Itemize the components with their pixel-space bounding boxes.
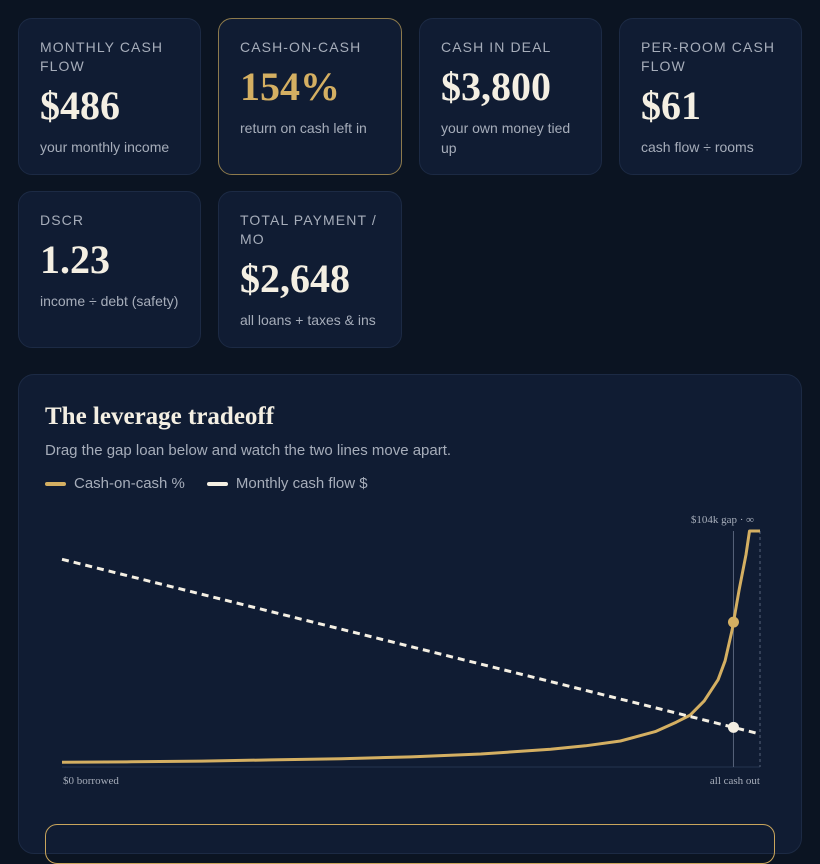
legend-swatch-gold bbox=[45, 481, 66, 486]
x-start-label: $0 borrowed bbox=[63, 775, 119, 787]
point-cash-on-cash-current[interactable] bbox=[727, 616, 739, 628]
leverage-chart[interactable]: $104k gap · ∞ $0 borrowed all cash out bbox=[19, 375, 801, 815]
metric-label: Total payment / mo bbox=[240, 212, 377, 247]
metric-label: Cash-on-cash bbox=[240, 39, 362, 55]
metric-sub: all loans + taxes & ins bbox=[240, 312, 376, 328]
metric-value: 154% bbox=[240, 64, 340, 109]
gap-loan-control[interactable] bbox=[45, 824, 775, 864]
metric-sub: return on cash left in bbox=[240, 120, 367, 136]
chart-legend: Cash-on-cash % Monthly cash flow $ bbox=[45, 475, 368, 492]
metric-sub: cash flow ÷ rooms bbox=[641, 139, 754, 155]
legend-item-cash-on-cash: Cash-on-cash % bbox=[45, 475, 185, 492]
legend-label: Cash-on-cash % bbox=[74, 475, 185, 492]
metric-value: $2,648 bbox=[240, 256, 350, 301]
marker-label: $104k gap · ∞ bbox=[691, 514, 754, 526]
leverage-tradeoff-panel: The leverage tradeoff Drag the gap loan … bbox=[18, 374, 802, 864]
metric-sub: your own money tied up bbox=[441, 120, 571, 156]
metric-sub: your monthly income bbox=[40, 139, 170, 155]
metric-card-cash-in-deal: Cash in deal $3,800 your own money tied … bbox=[419, 18, 602, 175]
metric-value: $486 bbox=[40, 83, 120, 128]
metric-card-total-payment: Total payment / mo $2,648 all loans + ta… bbox=[218, 191, 402, 348]
metric-card-dscr: DSCR 1.23 income ÷ debt (safety) bbox=[18, 191, 201, 348]
metric-label: Per-room cash flow bbox=[641, 39, 776, 74]
metric-card-per-room-cash-flow: Per-room cash flow $61 cash flow ÷ rooms bbox=[619, 18, 802, 175]
metric-value: $3,800 bbox=[441, 64, 551, 109]
metric-card-cash-on-cash[interactable]: Cash-on-cash 154% return on cash left in bbox=[218, 18, 402, 175]
point-monthly-cash-flow-current[interactable] bbox=[727, 721, 739, 733]
metric-value: 1.23 bbox=[40, 237, 110, 282]
metric-card-monthly-cash-flow: Monthly cash flow $486 your monthly inco… bbox=[18, 18, 201, 175]
x-end-label: all cash out bbox=[710, 775, 760, 787]
metric-label: Monthly cash flow bbox=[40, 39, 164, 74]
series-line-cash-on-cash bbox=[61, 529, 760, 764]
legend-swatch-white bbox=[206, 481, 228, 486]
series-line-monthly-cash-flow bbox=[61, 557, 761, 736]
legend-label: Monthly cash flow $ bbox=[235, 475, 368, 492]
panel-subtitle: Drag the gap loan below and watch the tw… bbox=[45, 442, 452, 459]
metric-value: $61 bbox=[641, 83, 701, 128]
metric-label: Cash in deal bbox=[441, 39, 552, 55]
metric-label: DSCR bbox=[40, 212, 85, 228]
legend-item-monthly-cash-flow: Monthly cash flow $ bbox=[206, 475, 368, 492]
metric-sub: income ÷ debt (safety) bbox=[40, 293, 179, 309]
panel-title: The leverage tradeoff bbox=[45, 403, 275, 430]
